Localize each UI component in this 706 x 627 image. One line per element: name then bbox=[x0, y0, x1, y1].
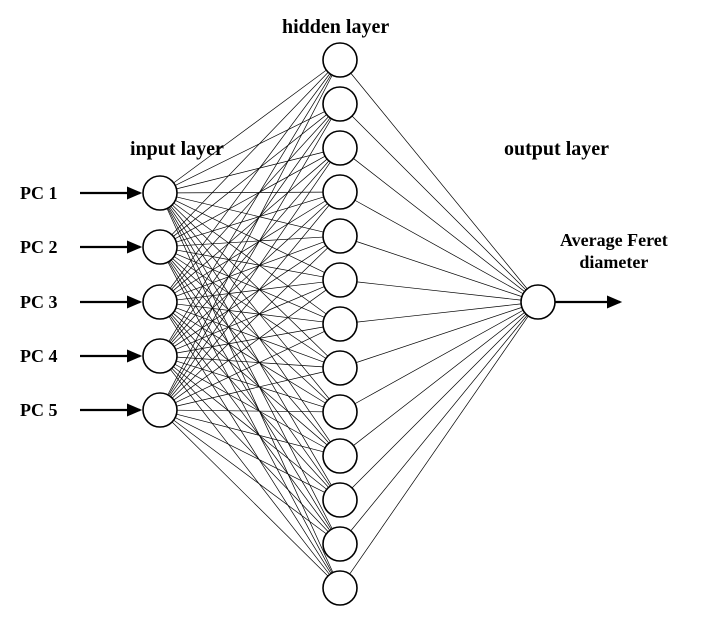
input-label-pc3: PC 3 bbox=[20, 292, 58, 313]
hidden-node-4 bbox=[323, 175, 357, 209]
input-label-pc4: PC 4 bbox=[20, 346, 58, 367]
hidden-node-8 bbox=[323, 351, 357, 385]
neural-network-diagram bbox=[0, 0, 706, 627]
output-node bbox=[521, 285, 555, 319]
input-label-pc5: PC 5 bbox=[20, 400, 58, 421]
output-text-line2: diameter bbox=[579, 252, 648, 272]
edge-hidden-output bbox=[357, 304, 521, 322]
input-node-4 bbox=[143, 339, 177, 373]
edge-input-hidden bbox=[176, 414, 323, 452]
edge-input-hidden bbox=[175, 200, 324, 272]
hidden-node-5 bbox=[323, 219, 357, 253]
edge-input-hidden bbox=[177, 282, 323, 300]
edge-hidden-output bbox=[355, 200, 523, 293]
edge-hidden-output bbox=[353, 312, 524, 445]
edge-input-hidden bbox=[177, 237, 323, 246]
input-label-pc1: PC 1 bbox=[20, 183, 58, 204]
edge-input-hidden bbox=[175, 331, 324, 402]
input-node-5 bbox=[143, 393, 177, 427]
edge-input-hidden bbox=[177, 304, 323, 322]
edge-input-hidden bbox=[177, 357, 323, 367]
output-layer-label: output layer bbox=[504, 138, 609, 161]
hidden-node-10 bbox=[323, 439, 357, 473]
input-node-2 bbox=[143, 230, 177, 264]
input-layer-label: input layer bbox=[130, 138, 224, 161]
edge-hidden-output bbox=[356, 241, 522, 296]
edge-input-hidden bbox=[173, 115, 326, 237]
edge-hidden-output bbox=[355, 310, 523, 403]
edge-hidden-output bbox=[352, 116, 526, 290]
edge-hidden-output bbox=[356, 307, 522, 362]
output-text: Average Feret diameter bbox=[560, 230, 668, 273]
edge-input-hidden bbox=[169, 316, 331, 573]
edge-input-hidden bbox=[168, 262, 332, 573]
edge-hidden-output bbox=[351, 315, 527, 531]
hidden-node-13 bbox=[323, 571, 357, 605]
hidden-node-1 bbox=[323, 43, 357, 77]
edge-input-hidden bbox=[170, 74, 330, 289]
hidden-node-3 bbox=[323, 131, 357, 165]
edge-input-hidden bbox=[175, 418, 325, 493]
edge-hidden-output bbox=[357, 282, 521, 300]
edge-hidden-output bbox=[352, 314, 526, 488]
input-node-1 bbox=[143, 176, 177, 210]
edge-input-hidden bbox=[168, 208, 332, 529]
hidden-node-11 bbox=[323, 483, 357, 517]
edge-hidden-output bbox=[350, 316, 529, 574]
hidden-layer-label: hidden layer bbox=[282, 16, 389, 39]
edge-input-hidden bbox=[170, 369, 329, 574]
edge-hidden-output bbox=[351, 73, 527, 289]
hidden-node-7 bbox=[323, 307, 357, 341]
hidden-node-2 bbox=[323, 87, 357, 121]
hidden-node-12 bbox=[323, 527, 357, 561]
output-text-line1: Average Feret bbox=[560, 230, 668, 250]
edge-input-hidden bbox=[167, 208, 333, 572]
edge-input-hidden bbox=[174, 245, 326, 346]
hidden-node-9 bbox=[323, 395, 357, 429]
edge-input-hidden bbox=[170, 207, 331, 442]
edge-input-hidden bbox=[170, 316, 330, 531]
hidden-node-6 bbox=[323, 263, 357, 297]
input-node-3 bbox=[143, 285, 177, 319]
input-label-pc2: PC 2 bbox=[20, 237, 58, 258]
edge-hidden-output bbox=[353, 158, 524, 291]
